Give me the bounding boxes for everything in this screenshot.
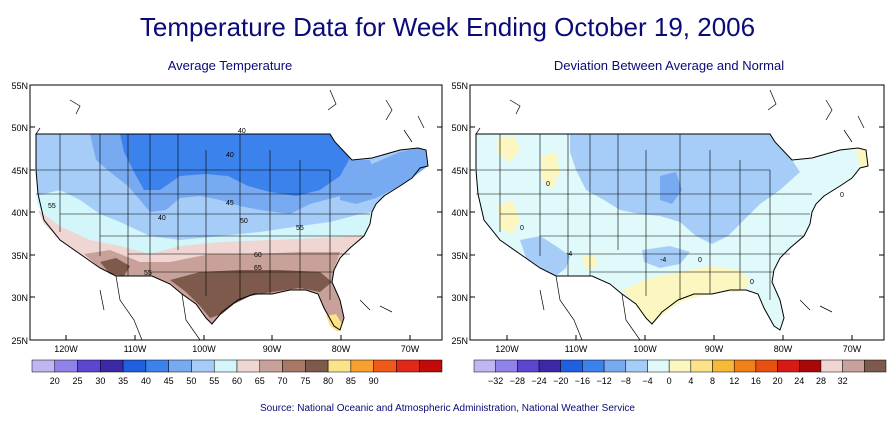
left-legend-swatch	[236, 359, 261, 373]
left-lat-labels: 55N 50N 45N 40N 35N 30N 25N	[11, 81, 28, 346]
contour-label: 40	[238, 128, 246, 135]
contour-label: 65	[254, 265, 262, 272]
left-legend-label: 35	[118, 376, 128, 386]
left-legend-swatch	[77, 359, 101, 373]
left-legend-label: 30	[95, 376, 105, 386]
contour-label: 40	[158, 215, 166, 222]
lon-label: 80W	[332, 344, 351, 354]
left-lat-ticks	[30, 84, 442, 341]
left-legend-swatch	[168, 359, 192, 373]
lon-label: 100W	[192, 344, 216, 354]
left-legend-label: 55	[209, 376, 219, 386]
left-legend-label: 70	[278, 376, 288, 386]
left-legend-label: 45	[164, 376, 174, 386]
left-legend-swatch	[259, 359, 283, 373]
left-legend-swatch	[327, 359, 352, 373]
contour-label: 45	[226, 200, 234, 207]
left-lon-labels: 120W 110W 100W 90W 80W 70W	[54, 344, 420, 354]
left-contour-70	[170, 270, 332, 318]
lat-label: 55N	[11, 81, 28, 91]
left-legend-swatch	[145, 359, 169, 373]
lat-label: 35N	[11, 251, 28, 261]
left-legend-label: 85	[346, 376, 356, 386]
left-legend-label: 25	[73, 376, 83, 386]
contour-label: 60	[254, 252, 262, 259]
left-legend-swatch	[350, 359, 374, 373]
left-legend-label: 60	[232, 376, 242, 386]
left-legend-swatch	[31, 359, 56, 373]
lat-label: 50N	[11, 123, 28, 133]
left-legend-swatch	[191, 359, 215, 373]
left-legend-swatch	[305, 359, 329, 373]
left-legend-swatch	[213, 359, 238, 373]
left-legend-swatch	[396, 359, 420, 373]
left-legend-label: 90	[369, 376, 379, 386]
lat-label: 40N	[11, 208, 28, 218]
contour-label: 50	[240, 218, 248, 225]
lat-label: 45N	[11, 166, 28, 176]
left-legend-swatch	[100, 359, 124, 373]
lat-label: 30N	[11, 293, 28, 303]
left-contour-75	[100, 258, 130, 276]
left-legend-label: 65	[255, 376, 265, 386]
left-contour-labels: 40 40 45 50 55 55 55 60 65 40	[48, 128, 304, 277]
left-legend-label: 40	[141, 376, 151, 386]
contour-label: 55	[48, 203, 56, 210]
left-legend-label: 80	[323, 376, 333, 386]
left-legend-swatch	[373, 359, 397, 373]
left-map-subtitle: Average Temperature	[167, 58, 293, 73]
left-neighbor-coastlines	[35, 89, 425, 340]
left-legend-label: 50	[186, 376, 196, 386]
left-legend-swatch	[122, 359, 147, 373]
lon-label: 110W	[124, 344, 147, 354]
contour-label: 40	[226, 152, 234, 159]
lon-label: 90W	[263, 344, 282, 354]
right-map-subtitle: Deviation Between Average and Normal	[553, 58, 785, 73]
left-contour-40	[120, 134, 350, 196]
left-legend-swatch	[418, 359, 443, 373]
left-legend-label: 20	[50, 376, 60, 386]
left-state-lines	[36, 134, 372, 300]
source-note: Source: National Oceanic and Atmospheric…	[259, 403, 635, 414]
left-us-outline	[35, 133, 429, 331]
contour-label: 55	[144, 270, 152, 277]
left-legend-swatch	[54, 359, 78, 373]
lon-label: 120W	[54, 344, 78, 354]
contour-label: 55	[296, 225, 304, 232]
left-legend-swatch	[282, 359, 306, 373]
left-contour-ne	[340, 148, 428, 204]
left-legend-label: 75	[300, 376, 310, 386]
lat-label: 25N	[11, 336, 28, 346]
page-title: Temperature Data for Week Ending October…	[139, 12, 756, 42]
lon-label: 70W	[401, 344, 420, 354]
left-legend: 20 25 30 35 40 45 50 55 60 65 70 75 80 85 90	[31, 359, 443, 386]
